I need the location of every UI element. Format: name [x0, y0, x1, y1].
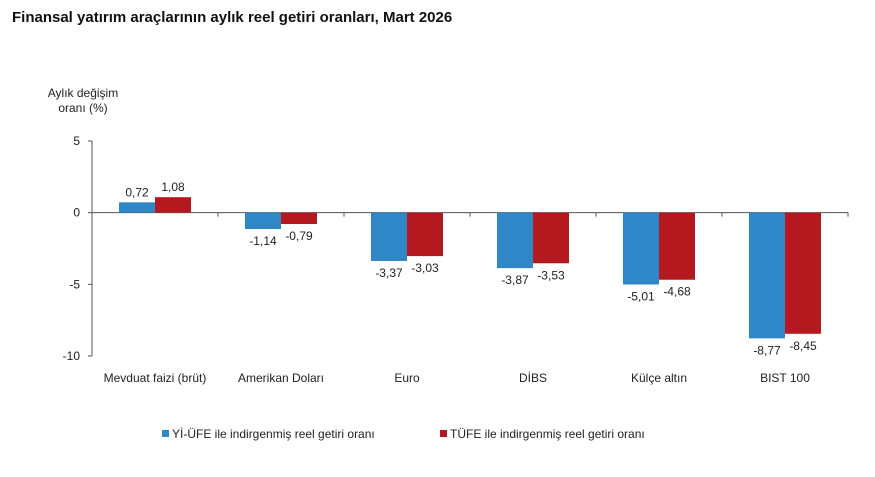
bar-tufe — [533, 212, 569, 264]
bar-tufe — [407, 212, 443, 257]
legend-label: TÜFE ile indirgenmiş reel getiri oranı — [450, 427, 645, 441]
data-label: 0,72 — [125, 185, 149, 199]
data-label: -3,37 — [375, 266, 403, 280]
bar-yiufe — [119, 202, 155, 213]
y-axis-label: Aylık değişim — [48, 86, 118, 100]
category-label: BIST 100 — [760, 371, 810, 385]
data-label: -8,77 — [753, 343, 781, 357]
bar-yiufe — [623, 212, 659, 285]
bar-tufe — [659, 212, 695, 280]
y-tick-label: 0 — [73, 206, 80, 220]
data-label: -0,79 — [285, 229, 313, 243]
category-label: Külçe altın — [631, 371, 687, 385]
category-label: Amerikan Doları — [238, 371, 324, 385]
y-tick-label: 5 — [73, 134, 80, 148]
y-tick-label: -10 — [63, 349, 81, 363]
chart-title: Finansal yatırım araçlarının aylık reel … — [12, 9, 453, 26]
bar-yiufe — [497, 212, 533, 269]
data-label: -1,14 — [249, 234, 277, 248]
bar-yiufe — [245, 212, 281, 230]
category-label: DİBS — [519, 371, 547, 385]
data-label: -3,03 — [411, 261, 439, 275]
legend-swatch — [162, 430, 169, 437]
data-label: -4,68 — [663, 285, 691, 299]
legend-swatch — [440, 430, 447, 437]
y-axis-label: oranı (%) — [58, 101, 107, 115]
legend-label: Yİ-ÜFE ile indirgenmiş reel getiri oranı — [172, 427, 375, 441]
data-label: 1,08 — [161, 180, 185, 194]
category-label: Euro — [394, 371, 420, 385]
bar-tufe — [785, 212, 821, 334]
category-label: Mevduat faizi (brüt) — [104, 371, 207, 385]
bar-tufe — [155, 197, 191, 213]
bar-tufe — [281, 212, 317, 224]
y-tick-label: -5 — [69, 277, 80, 291]
bar-yiufe — [371, 212, 407, 261]
data-label: -5,01 — [627, 289, 655, 303]
data-label: -8,45 — [789, 339, 817, 353]
data-label: -3,53 — [537, 268, 565, 282]
bar-yiufe — [749, 212, 785, 339]
data-label: -3,87 — [501, 273, 529, 287]
